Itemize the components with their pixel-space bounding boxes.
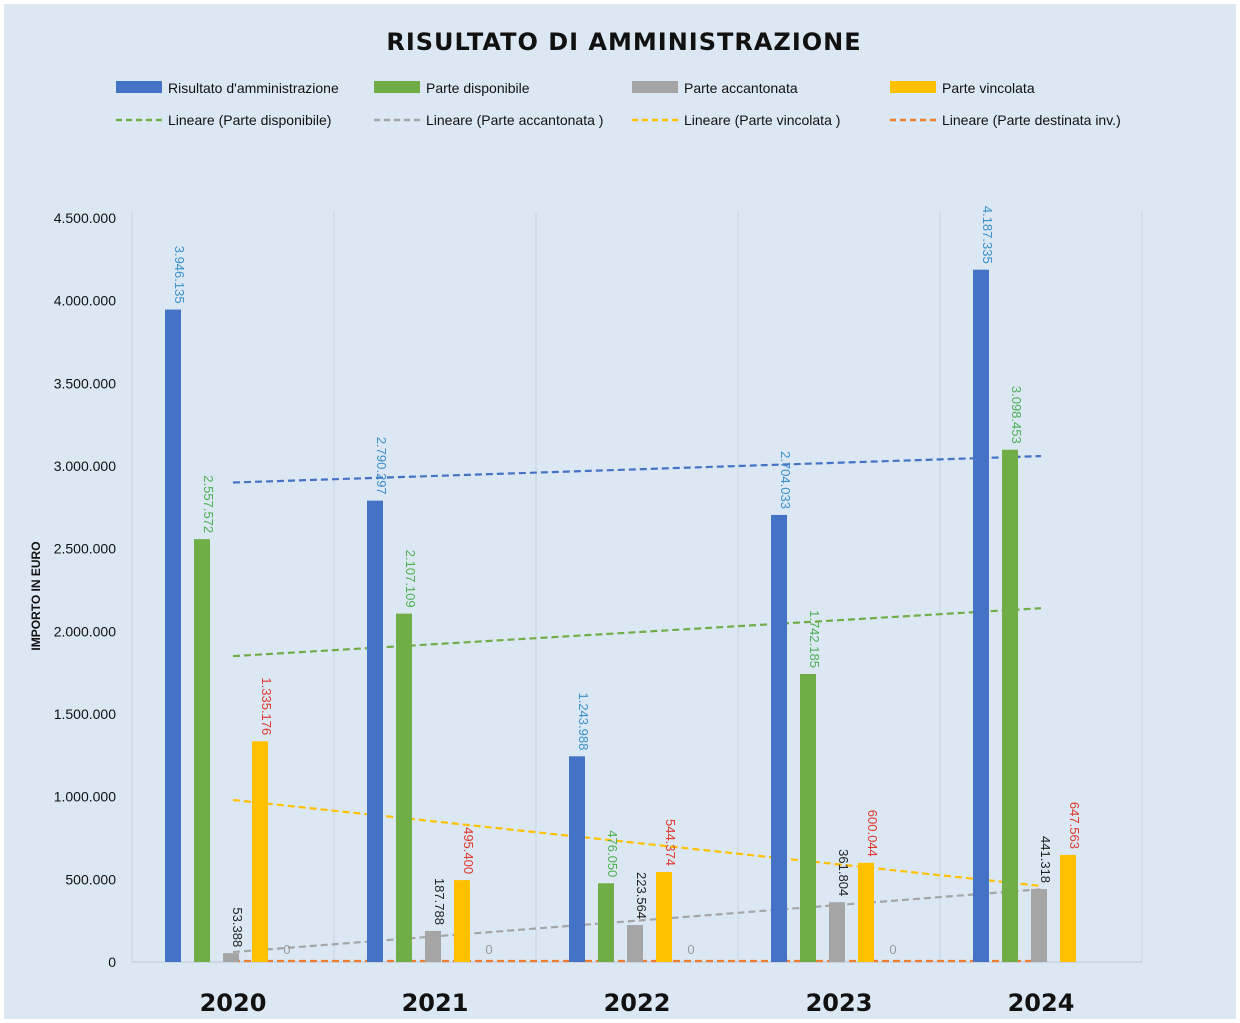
bar	[771, 514, 787, 962]
bar	[598, 883, 614, 962]
data-label: 187.788	[432, 878, 447, 925]
data-label: 647.563	[1067, 802, 1082, 849]
bar	[396, 613, 412, 962]
legend-label: Risultato d'amministrazione	[168, 80, 339, 96]
bar	[223, 953, 239, 962]
bar	[1031, 889, 1047, 962]
y-tick-label: 3.500.000	[54, 375, 116, 391]
bar	[973, 269, 989, 962]
data-label: 2.704.033	[778, 451, 793, 509]
x-tick-label: 2023	[806, 989, 873, 1017]
bar	[627, 925, 643, 962]
data-label: 223.564	[634, 872, 649, 919]
legend-swatch	[116, 81, 162, 93]
legend-label: Lineare (Parte vincolata )	[684, 112, 840, 128]
legend-swatch	[374, 81, 420, 93]
y-tick-label: 500.000	[65, 871, 116, 887]
legend-label: Parte vincolata	[942, 80, 1035, 96]
data-label: 495.400	[461, 827, 476, 874]
bar	[1060, 854, 1076, 962]
bar	[367, 500, 383, 962]
data-labels: 3.946.135 2.557.572 53.388 1.335.176 0 2.790.…	[172, 206, 1082, 957]
legend-label: Lineare (Parte accantonata )	[426, 112, 603, 128]
y-tick-label: 4.000.000	[54, 293, 116, 309]
legend-label: Parte disponibile	[426, 80, 530, 96]
bar	[569, 756, 585, 962]
bar	[454, 880, 470, 962]
legend-label: Lineare (Parte disponibile)	[168, 112, 331, 128]
x-tick-label: 2022	[604, 989, 671, 1017]
data-label: 0	[687, 942, 694, 957]
chart-title: RISULTATO DI AMMINISTRAZIONE	[386, 28, 861, 56]
y-tick-label: 4.500.000	[54, 210, 116, 226]
bar	[800, 673, 816, 962]
data-label: 1.742.185	[807, 610, 822, 668]
bar	[829, 902, 845, 962]
data-label: 2.790.297	[374, 437, 389, 495]
legend-swatch	[632, 81, 678, 93]
data-label: 441.318	[1038, 836, 1053, 883]
legend: Risultato d'amministrazione Parte disponi…	[116, 80, 1121, 128]
x-tick-label: 2020	[200, 989, 267, 1017]
grid	[131, 212, 1143, 963]
legend-swatch	[890, 81, 936, 93]
chart-svg: RISULTATO DI AMMINISTRAZIONE IMPORTO IN …	[29, 28, 1143, 1017]
y-tick-label: 2.000.000	[54, 623, 116, 639]
data-label: 4.187.335	[980, 206, 995, 264]
trendline	[232, 454, 1042, 484]
data-label: 476.050	[605, 830, 620, 877]
y-tick-label: 1.000.000	[54, 789, 116, 805]
x-tick-label: 2024	[1008, 989, 1075, 1017]
bars	[165, 269, 1076, 963]
data-label: 3.946.135	[172, 246, 187, 304]
bar	[858, 862, 874, 962]
y-axis-label: IMPORTO IN EURO	[29, 541, 43, 650]
x-tick-label: 2021	[402, 989, 469, 1017]
data-label: 0	[283, 942, 290, 957]
bar	[1002, 449, 1018, 963]
data-label: 361.804	[836, 849, 851, 896]
bar	[194, 539, 210, 962]
y-tick-label: 1.500.000	[54, 706, 116, 722]
trendline	[232, 607, 1042, 658]
data-label: 1.335.176	[259, 677, 274, 735]
data-label: 0	[889, 942, 896, 957]
y-tick-label: 0	[108, 954, 116, 970]
data-label: 2.557.572	[201, 475, 216, 533]
data-label: 0	[485, 942, 492, 957]
legend-label: Lineare (Parte destinata inv.)	[942, 112, 1121, 128]
bar	[425, 930, 441, 962]
data-label: 53.388	[230, 907, 245, 947]
y-axis-ticks: 0 500.000 1.000.000 1.500.000 2.000.000 2.500…	[54, 210, 117, 970]
data-label: 2.107.109	[403, 550, 418, 608]
bar	[656, 871, 672, 962]
chart-container: RISULTATO DI AMMINISTRAZIONE IMPORTO IN …	[4, 4, 1236, 1019]
data-label: 544.374	[663, 819, 678, 866]
bar	[252, 741, 268, 962]
legend-label: Parte accantonata	[684, 80, 798, 96]
y-tick-label: 3.000.000	[54, 458, 116, 474]
bar	[165, 309, 181, 962]
data-label: 1.243.988	[576, 692, 591, 750]
y-tick-label: 2.500.000	[54, 541, 116, 557]
data-label: 3.098.453	[1009, 386, 1024, 444]
data-label: 600.044	[865, 810, 880, 857]
x-axis-ticks: 2020 2021 2022 2023 2024	[200, 989, 1075, 1017]
